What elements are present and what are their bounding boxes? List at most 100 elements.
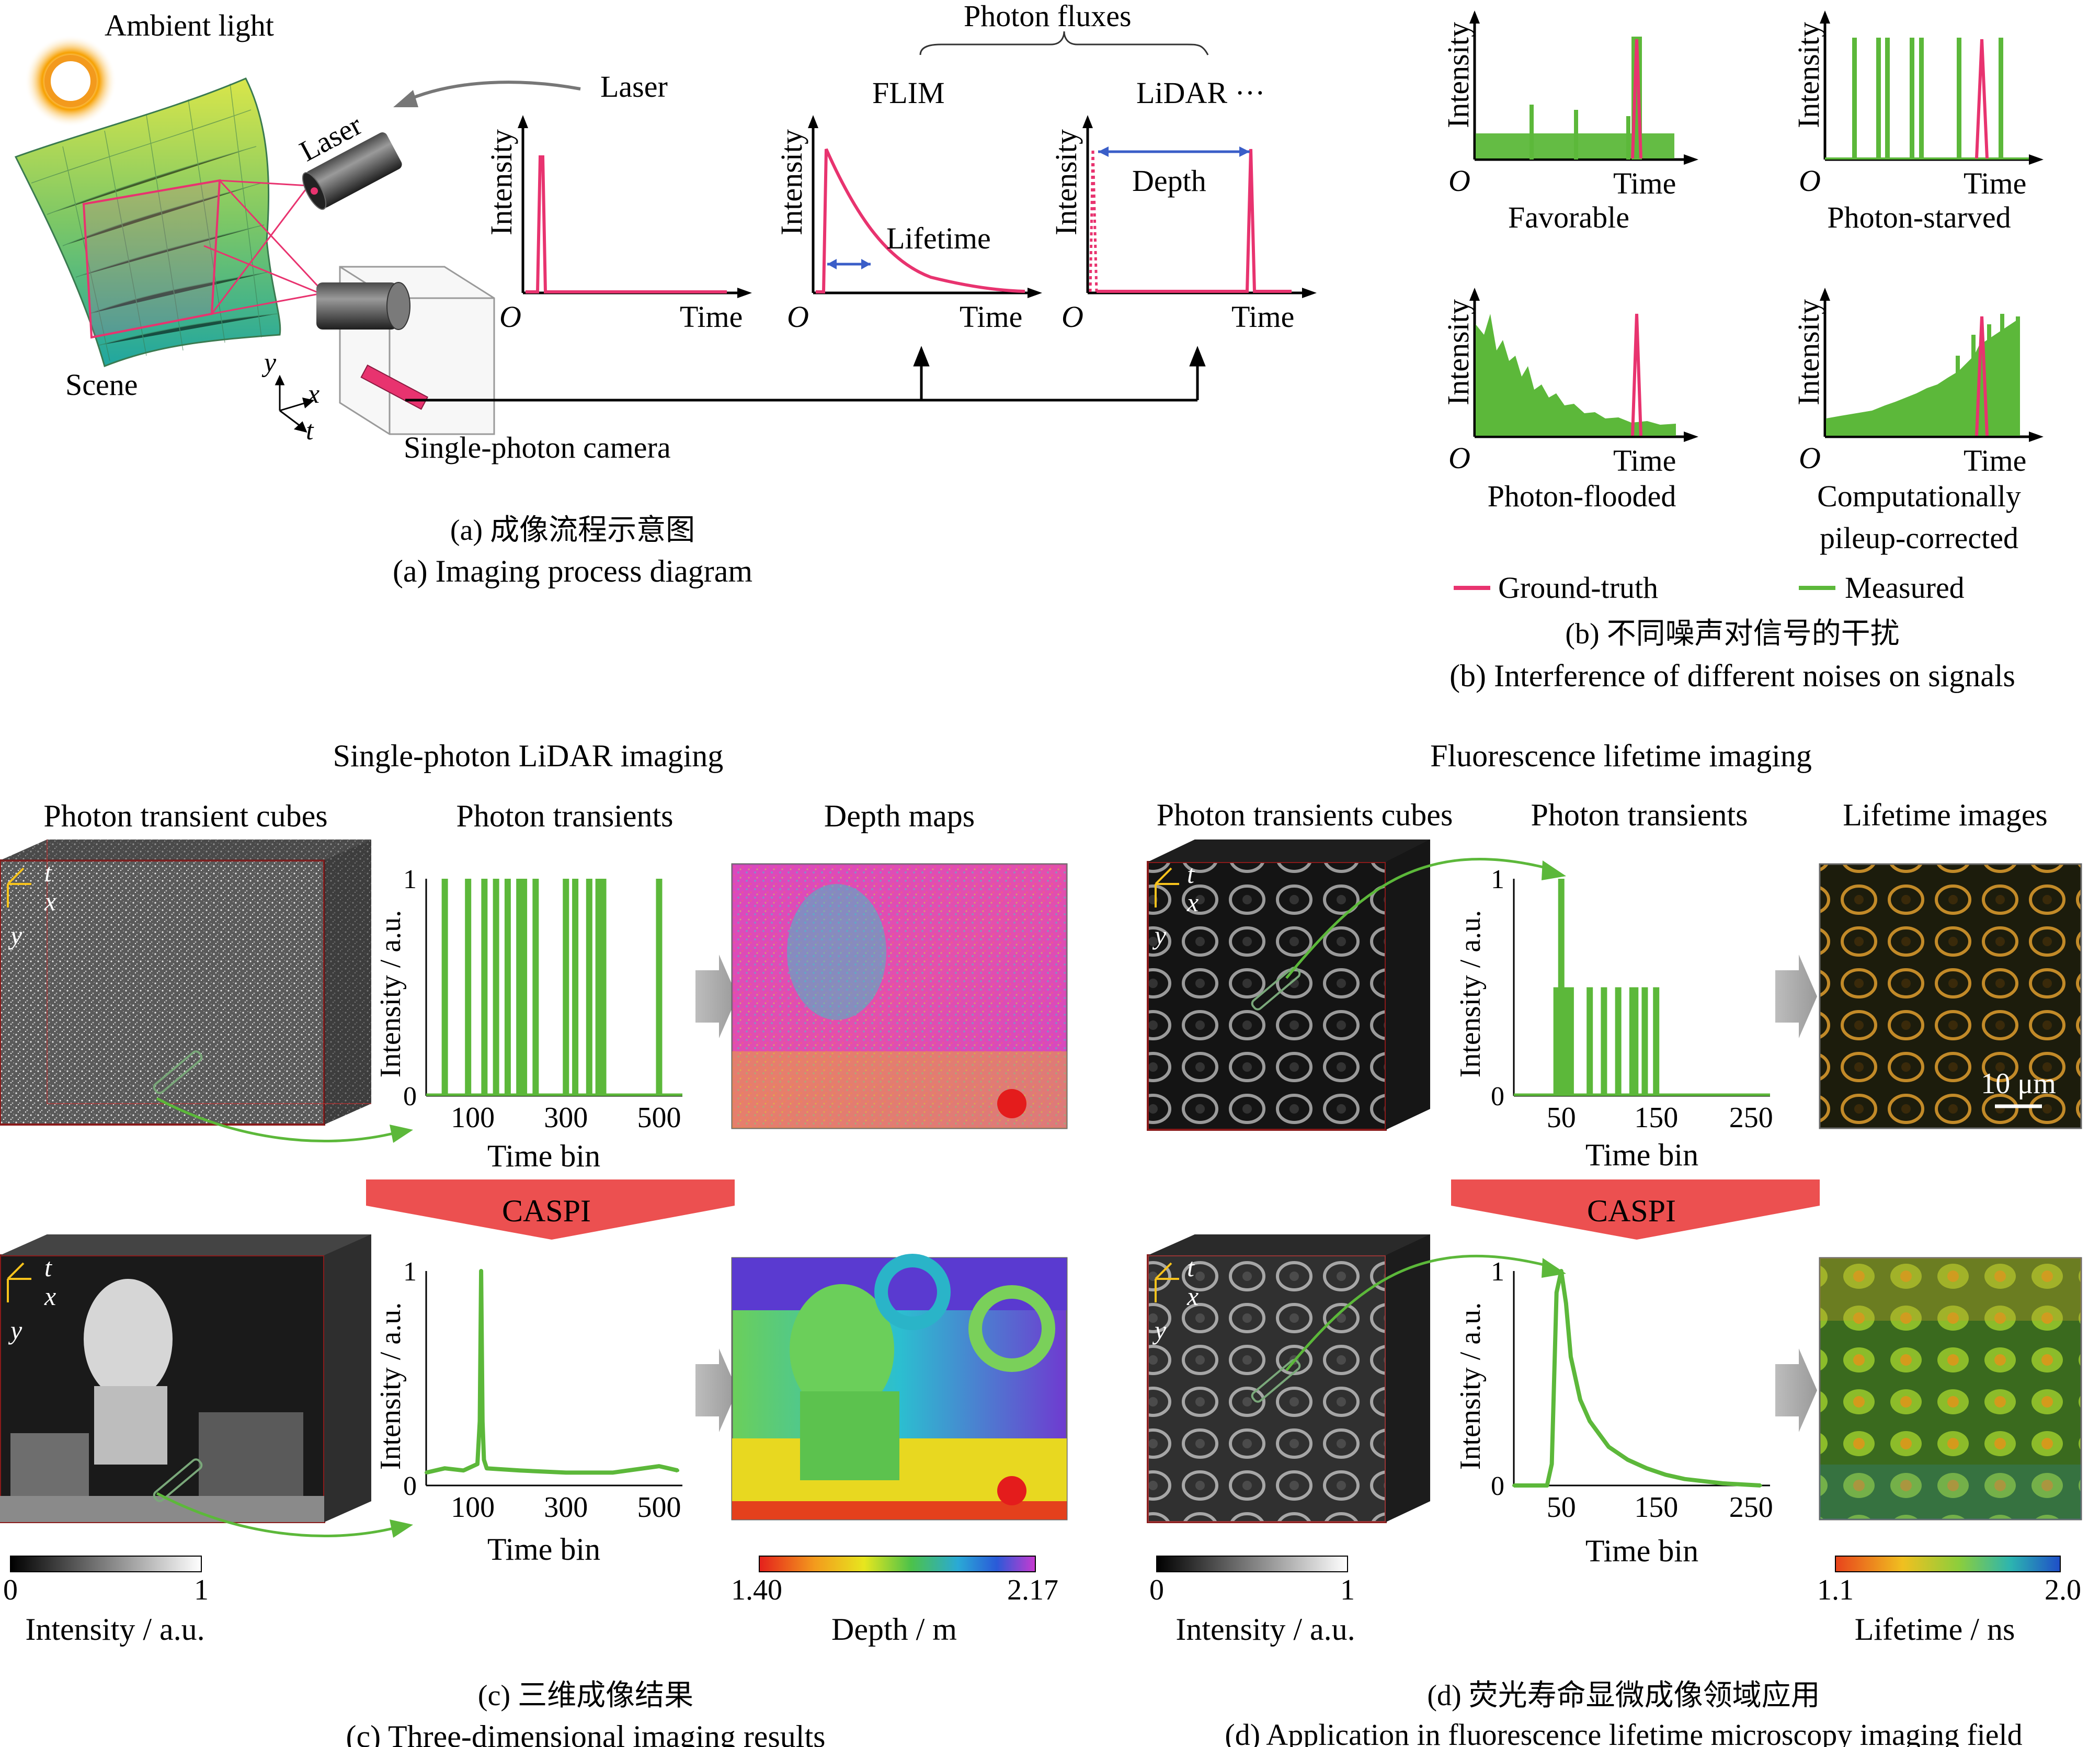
lidar-caspi-xtick: 300 [544,1491,588,1524]
cube2-axis-t: t [44,1253,52,1282]
intensity-bar-d-min: 0 [1149,1574,1164,1606]
flim-caspi-point [1564,1301,1568,1305]
flim-caspi-point [1512,1484,1515,1487]
flooded-ylabel: Intensity [1441,299,1475,405]
lidar-caspi-point [471,1465,475,1468]
flim-raw-link [1285,857,1548,979]
flim-raw-bar [1615,987,1622,1096]
flim-caspi-xlabel: Time bin [1585,1534,1698,1568]
caption-c-en: (c) Three-dimensional imaging results [346,1719,826,1747]
flim-caspi-point [1559,1269,1563,1273]
lidar-cube-caspi: t x y [0,1234,371,1523]
flim-ylabel: Intensity [774,129,808,235]
flim-raw-bar [1587,987,1593,1096]
depth-bar-label: Depth / m [831,1612,957,1647]
intensity-bar-c-max: 1 [194,1574,209,1606]
panel-d-col-transients: Photon transients [1531,798,1748,832]
flim-raw-xtick: 50 [1547,1102,1576,1134]
flim-cube-axis-t: t [1187,859,1195,889]
depth-map-caspi [731,1254,1068,1521]
plot-pileup-corrected: Intensity O Time Computationally pileup-… [1791,288,2044,555]
panel-d: Fluorescence lifetime imaging Photon tra… [1147,739,2082,1747]
caption-a-cn: (a) 成像流程示意图 [450,514,695,547]
flim-raw-bar [1632,987,1639,1096]
flim-caspi-point [1579,1398,1582,1401]
caption-d-en: (d) Application in fluorescence lifetime… [1225,1718,2022,1747]
flim-caspi-point [1569,1355,1572,1358]
lidar-raw-bar [586,879,592,1096]
flim-caspi-link [1285,1254,1548,1371]
flim-caspi-xtick: 150 [1634,1491,1678,1524]
flim-caspi-point [1664,1473,1668,1477]
lidar-caspi-point [462,1469,465,1472]
flim-caspi-point [1759,1484,1762,1487]
flooded-origin: O [1448,441,1470,475]
cube2-axis-y: y [8,1315,22,1345]
flim-raw-ytick: 1 [1491,865,1504,894]
lidar-raw-ytick: 0 [403,1082,417,1111]
lidar-raw-bar [572,879,579,1096]
lidar-caspi-series-line [426,1269,678,1475]
lidar-cube-raw: t x y [0,840,371,1126]
caspi-c-label: CASPI [502,1194,591,1228]
flim-cube2-axis-y: y [1152,1315,1167,1345]
lidar-caspi-point [611,1471,614,1474]
lidar-caspi-ytick: 0 [403,1471,417,1501]
plot-photon-flooded: Intensity O Time Photon-flooded [1441,288,1698,513]
panel-c-title: Single-photon LiDAR imaging [333,739,724,773]
laser-callout-arrow [402,81,581,104]
flim-cube2-axis-t: t [1187,1253,1195,1282]
panel-a: Ambient light Scene [14,0,1317,588]
flim-caspi-series-line [1514,1269,1761,1488]
lidar-caspi-point [425,1471,428,1474]
scene-grid [31,83,278,361]
sun-core [44,55,97,107]
lidar-raw-xlabel: Time bin [487,1139,600,1173]
scene-label: Scene [65,368,138,402]
arrow-to-lifetime-raw [1775,955,1817,1038]
flim-raw-bar [1601,987,1607,1096]
flim-cube-caspi: t x y [1147,1234,1430,1523]
lifetime-bar-min: 1.1 [1817,1574,1854,1606]
ambient-light-label: Ambient light [105,8,274,42]
lidar-raw-bar [465,879,472,1096]
axis-y-label: y [261,348,277,378]
lidar-raw-bar [600,879,607,1096]
lidar-caspi-point [478,1420,482,1423]
panel-d-col-images: Lifetime images [1843,798,2048,832]
lidar-caspi-point [564,1471,568,1474]
arrow-to-depth-caspi [695,1348,737,1432]
depth-map-raw [731,863,1068,1129]
lidar-raw-bar [532,879,539,1096]
flooded-xlabel: Time [1613,444,1676,478]
flim-raw-bar [1641,987,1648,1096]
flim-caspi-xtick: 50 [1547,1491,1576,1524]
lidar-caspi-link [156,1492,398,1538]
laser-rays [203,179,325,315]
flim-caspi-point [1626,1458,1629,1461]
flim-caspi-point [1702,1479,1705,1483]
panel-b: Intensity O Time Favorable Intensity O T… [1441,10,2044,693]
flim-raw-ytick: 0 [1491,1082,1504,1111]
flim-caspi-point [1545,1484,1549,1487]
flim-label: FLIM [872,76,945,110]
corrected-xlabel: Time [1964,444,2026,478]
flim-caspi-ytick: 1 [1491,1257,1504,1287]
lidar-raw-xtick: 500 [637,1102,681,1134]
caption-b-cn: (b) 不同噪声对信号的干扰 [1565,618,1899,650]
flim-caspi-ylabel: Intensity / a.u. [1454,1302,1487,1470]
flim-origin: O [787,300,809,334]
single-photon-camera [316,266,495,435]
intensity-colorbar-c [10,1556,202,1572]
lidar-transient-raw-chart: 0 1 100 300 500 [403,865,682,1134]
camera-output-lines [405,346,1206,402]
flim-caspi-point [1597,1432,1601,1436]
photon-fluxes-brace [919,31,1209,55]
lidar-raw-link-head [390,1125,413,1143]
lidar-raw-bar [521,879,528,1096]
lidar-label: LiDAR ··· [1136,76,1265,110]
flim-cube-raw: t x y [1147,840,1430,1131]
flim-caspi-point [1607,1445,1611,1449]
